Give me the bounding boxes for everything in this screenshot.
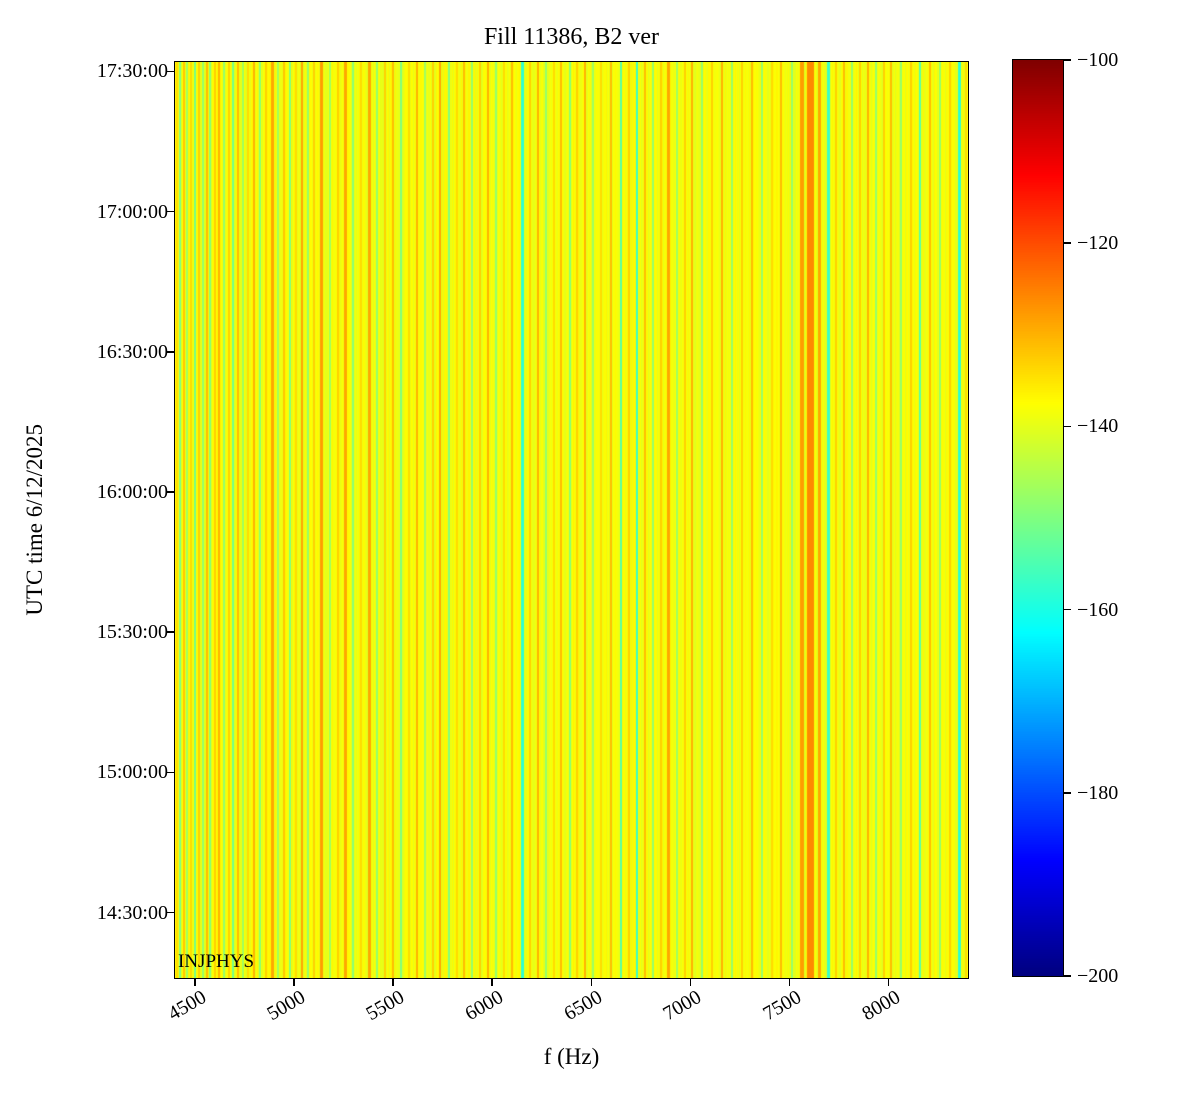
y-tick-mark [167,491,174,493]
y-tick-label: 16:30:00 [96,340,168,363]
x-tick-label: 6500 [560,986,607,1026]
x-tick-mark [788,979,791,986]
colorbar-tick-label: −140 [1077,415,1119,438]
heatmap-canvas [174,61,969,979]
colorbar-tick-label: −200 [1077,965,1119,987]
y-tick-label: 14:30:00 [96,901,168,924]
x-tick-mark [491,979,493,986]
y-tick-mark [167,210,174,213]
chart-title: Fill 11386, B2 ver [483,24,660,50]
x-tick-label: 5000 [263,986,309,1026]
x-tick-label: 7000 [659,986,706,1026]
x-tick-mark [293,979,295,986]
colorbar-tick-mark [1064,792,1071,794]
x-tick-mark [689,979,692,986]
y-tick-mark [167,70,174,73]
x-tick-label: 6000 [461,986,508,1026]
colorbar-tick-label: −100 [1077,49,1119,71]
x-tick-label: 7500 [758,986,805,1026]
x-tick-mark [392,979,394,986]
y-tick-label: 17:00:00 [96,200,168,223]
colorbar-tick-mark [1064,975,1071,977]
y-tick-label: 15:30:00 [96,621,168,644]
x-tick-mark [590,979,593,986]
x-tick-label: 4500 [164,986,210,1026]
y-axis-label: UTC time 6/12/2025 [22,424,47,616]
x-tick-mark [887,979,890,986]
plot-annotation: INJPHYS [178,951,255,972]
x-tick-label: 8000 [858,986,904,1026]
y-tick-mark [167,771,174,774]
x-axis-label: f (Hz) [543,1044,600,1069]
x-tick-mark [194,979,196,986]
y-tick-label: 15:00:00 [96,761,168,784]
y-tick-label: 16:00:00 [96,480,168,503]
colorbar-tick-mark [1064,59,1071,61]
y-tick-mark [167,631,174,633]
y-tick-mark [167,911,174,914]
colorbar-tick-label: −160 [1077,598,1119,621]
y-tick-mark [167,351,174,353]
colorbar-tick-label: −180 [1077,781,1119,804]
y-axis-label-wrap: UTC time 6/12/2025 [14,62,56,978]
x-tick-label: 5500 [362,986,409,1026]
colorbar-tick-mark [1064,608,1071,611]
colorbar-tick-mark [1064,242,1071,244]
colorbar-tick-mark [1064,425,1071,428]
colorbar-canvas [1012,59,1064,977]
y-tick-label: 17:30:00 [96,60,168,83]
colorbar-tick-label: −120 [1077,232,1119,255]
